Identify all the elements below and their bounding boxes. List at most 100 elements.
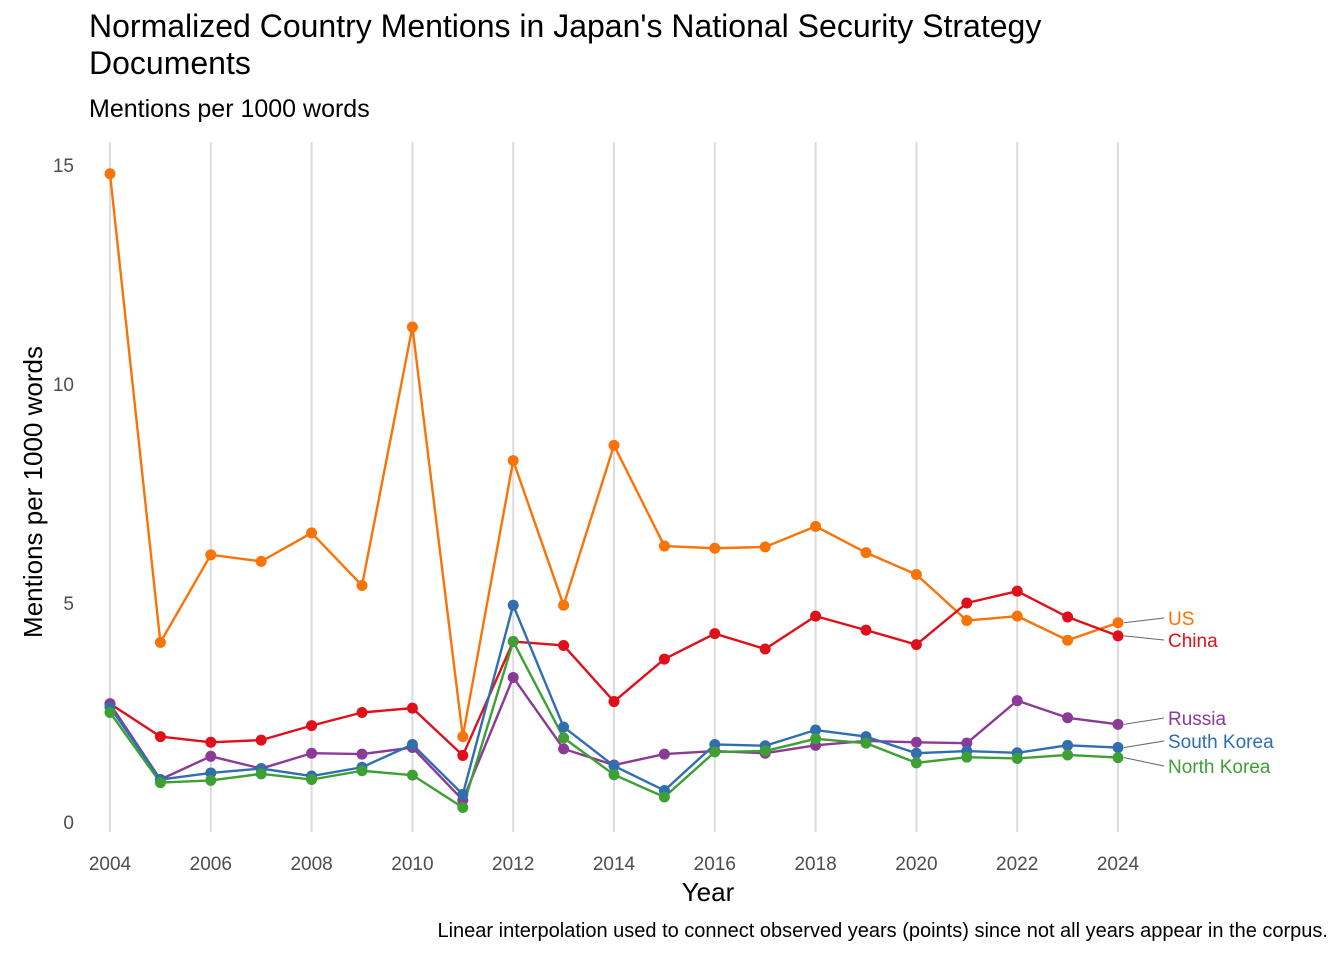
data-point bbox=[961, 615, 973, 627]
y-tick-label: 10 bbox=[53, 375, 74, 396]
data-point bbox=[255, 768, 267, 780]
data-point bbox=[860, 547, 872, 559]
data-point bbox=[759, 541, 771, 553]
data-point bbox=[558, 743, 570, 755]
data-point bbox=[608, 769, 620, 781]
data-point bbox=[457, 749, 469, 761]
data-point bbox=[810, 610, 822, 622]
data-point bbox=[507, 671, 519, 683]
y-axis-title: Mentions per 1000 words bbox=[18, 346, 48, 638]
data-point bbox=[457, 788, 469, 800]
data-point bbox=[306, 720, 318, 732]
label-connector bbox=[1123, 617, 1165, 624]
data-point bbox=[406, 769, 418, 781]
data-point bbox=[1062, 749, 1074, 761]
series-label: North Korea bbox=[1168, 757, 1271, 778]
x-tick-label: 2020 bbox=[895, 854, 937, 875]
data-point bbox=[860, 737, 872, 749]
data-point bbox=[1112, 718, 1124, 730]
data-point bbox=[1011, 585, 1023, 597]
x-tick-label: 2004 bbox=[89, 854, 132, 875]
data-point bbox=[910, 757, 922, 769]
data-point bbox=[961, 597, 973, 609]
data-point bbox=[356, 748, 368, 760]
series-label: South Korea bbox=[1168, 732, 1274, 753]
series-points bbox=[104, 168, 1124, 814]
data-point bbox=[658, 791, 670, 803]
data-point bbox=[255, 555, 267, 567]
label-connector bbox=[1123, 740, 1165, 749]
data-point bbox=[457, 731, 469, 743]
data-point bbox=[1011, 752, 1023, 764]
data-point bbox=[255, 734, 267, 746]
x-tick-label: 2012 bbox=[492, 854, 534, 875]
label-connector bbox=[1123, 757, 1165, 767]
data-point bbox=[1062, 739, 1074, 751]
series-label: US bbox=[1168, 609, 1194, 630]
x-tick-label: 2022 bbox=[996, 854, 1038, 875]
data-point bbox=[507, 599, 519, 611]
data-point bbox=[860, 624, 872, 636]
data-point bbox=[910, 747, 922, 759]
data-point bbox=[205, 750, 217, 762]
data-point bbox=[1062, 712, 1074, 724]
data-point bbox=[558, 599, 570, 611]
data-point bbox=[709, 542, 721, 554]
data-point bbox=[608, 696, 620, 708]
y-tick-label: 5 bbox=[63, 594, 74, 615]
data-point bbox=[104, 707, 116, 718]
data-point bbox=[154, 731, 166, 743]
label-connector bbox=[1123, 635, 1165, 641]
data-point bbox=[810, 520, 822, 532]
data-point bbox=[961, 751, 973, 763]
series-label: China bbox=[1168, 631, 1218, 652]
data-point bbox=[759, 745, 771, 757]
data-point bbox=[154, 636, 166, 648]
data-point bbox=[1062, 634, 1074, 646]
data-point bbox=[1112, 742, 1124, 754]
data-point bbox=[558, 721, 570, 733]
data-point bbox=[1062, 611, 1074, 623]
x-tick-label: 2008 bbox=[290, 854, 332, 875]
data-point bbox=[104, 168, 116, 180]
x-axis-ticks: 2004 2006 2008 2010 2012 2014 2016 2018 2020 2022… bbox=[89, 854, 1140, 875]
y-axis-ticks: 0 5 10 15 bbox=[53, 156, 74, 834]
data-point bbox=[1112, 630, 1124, 642]
data-point bbox=[658, 748, 670, 760]
data-point bbox=[356, 765, 368, 777]
data-point bbox=[961, 737, 973, 749]
y-tick-label: 15 bbox=[53, 156, 74, 177]
data-point bbox=[406, 702, 418, 714]
chart-subtitle: Mentions per 1000 words bbox=[89, 95, 370, 123]
gridlines bbox=[109, 142, 1119, 832]
x-tick-label: 2016 bbox=[694, 854, 736, 875]
data-point bbox=[356, 579, 368, 591]
x-tick-label: 2018 bbox=[794, 854, 836, 875]
data-point bbox=[1112, 617, 1124, 629]
data-point bbox=[658, 653, 670, 665]
data-point bbox=[910, 569, 922, 581]
x-tick-label: 2006 bbox=[190, 854, 232, 875]
data-point bbox=[910, 639, 922, 651]
x-tick-label: 2024 bbox=[1097, 854, 1140, 875]
data-point bbox=[306, 747, 318, 759]
y-tick-label: 0 bbox=[63, 813, 74, 834]
data-point bbox=[759, 643, 771, 655]
data-point bbox=[457, 802, 469, 814]
data-point bbox=[1112, 752, 1124, 764]
data-point bbox=[608, 439, 620, 451]
data-point bbox=[1011, 695, 1023, 707]
data-point bbox=[205, 549, 217, 561]
chart-caption: Linear interpolation used to connect obs… bbox=[437, 920, 1328, 942]
data-point bbox=[1011, 610, 1023, 622]
x-axis-title: Year bbox=[682, 877, 735, 907]
data-point bbox=[910, 736, 922, 748]
label-connector bbox=[1123, 717, 1165, 725]
data-point bbox=[658, 540, 670, 552]
data-point bbox=[558, 732, 570, 744]
data-point bbox=[306, 527, 318, 539]
data-point bbox=[306, 774, 318, 786]
data-point bbox=[558, 639, 570, 651]
data-point bbox=[406, 738, 418, 750]
